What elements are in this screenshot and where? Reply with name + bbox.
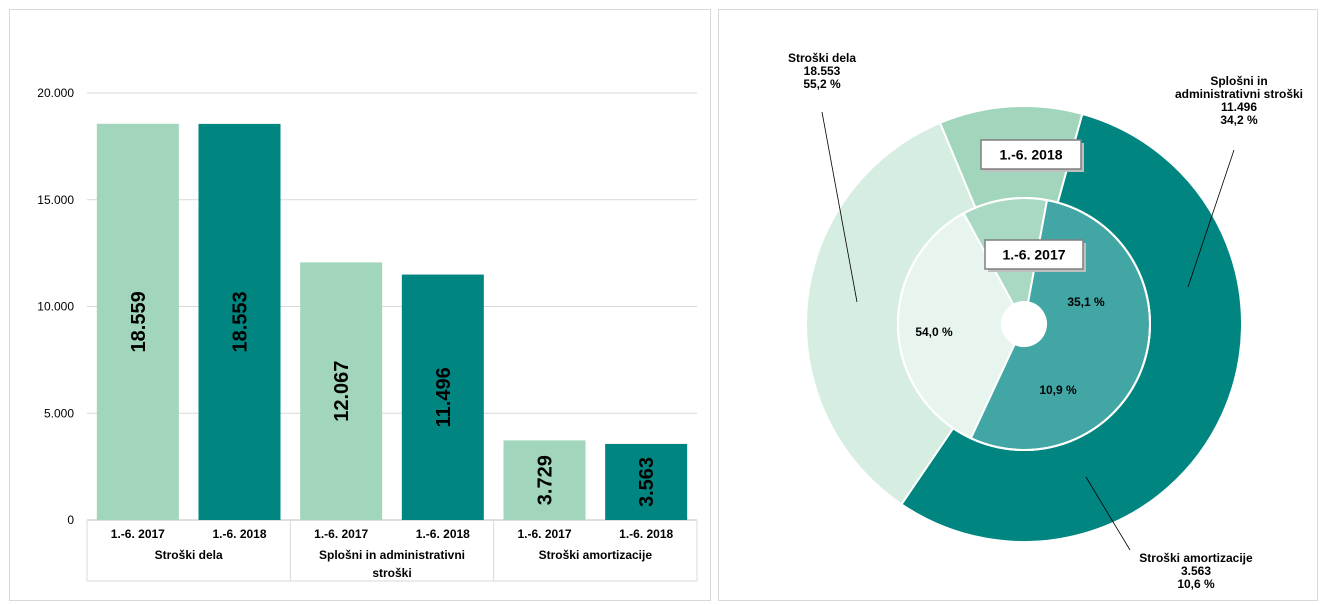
bar-value-label: 18.559 (128, 291, 150, 352)
ring-label-box (984, 239, 1084, 270)
bar (198, 123, 281, 521)
inner-ring-percent-label: 35,1 % (1067, 295, 1105, 309)
y-tick-label: 5.000 (44, 406, 74, 420)
ring-label-box (980, 139, 1082, 170)
callout-label: 10,6 % (1177, 577, 1215, 591)
inner-ring-percent-label: 10,9 % (1039, 383, 1077, 397)
bar-value-label: 3.563 (636, 457, 658, 507)
ring-label: 1.-6. 2018 (999, 147, 1062, 163)
ring-divider (897, 197, 1151, 451)
callout-label: 3.563 (1181, 564, 1211, 578)
pie-chart-panel (718, 9, 1318, 601)
callout-label: Splošni in (1210, 74, 1267, 88)
callout-label: 11.496 (1221, 100, 1257, 114)
category-group-label: stroški (372, 566, 411, 580)
x-tick-label: 1.-6. 2017 (111, 527, 165, 541)
x-tick-label: 1.-6. 2018 (212, 527, 266, 541)
callout-label: 18.553 (804, 64, 841, 78)
callout-leader-line (821, 111, 858, 303)
bar-value-label: 3.729 (535, 455, 557, 505)
callout-leader-line (1085, 476, 1131, 551)
callout-leader-line (1187, 149, 1235, 288)
callout-label: Stroški amortizacije (1139, 551, 1253, 565)
x-tick-label: 1.-6. 2018 (416, 527, 470, 541)
bar (96, 123, 179, 520)
bar (300, 262, 383, 520)
bar-value-label: 11.496 (433, 367, 455, 427)
bar-value-label: 12.067 (331, 361, 353, 422)
category-group-label: Stroški dela (155, 548, 223, 562)
callout-label: Stroški dela (788, 51, 856, 65)
y-tick-label: 10.000 (37, 300, 74, 314)
x-tick-label: 1.-6. 2017 (517, 527, 571, 541)
bar-value-label: 18.553 (230, 291, 252, 352)
callout-label: 55,2 % (803, 77, 841, 91)
x-tick-label: 1.-6. 2017 (314, 527, 368, 541)
category-group-label: Splošni in administrativni (319, 548, 465, 562)
x-tick-label: 1.-6. 2018 (619, 527, 673, 541)
y-tick-label: 0 (67, 513, 74, 527)
y-tick-label: 20.000 (37, 86, 74, 100)
bar (605, 443, 688, 520)
callout-label: administrativni stroški (1175, 87, 1303, 101)
ring-label: 1.-6. 2017 (1002, 247, 1065, 263)
category-group-label: Stroški amortizacije (539, 548, 653, 562)
y-tick-label: 15.000 (37, 193, 74, 207)
bar-chart-panel (9, 9, 711, 601)
inner-ring-percent-label: 54,0 % (915, 325, 953, 339)
bar (503, 440, 586, 520)
bar (401, 274, 484, 520)
callout-label: 34,2 % (1220, 113, 1258, 127)
